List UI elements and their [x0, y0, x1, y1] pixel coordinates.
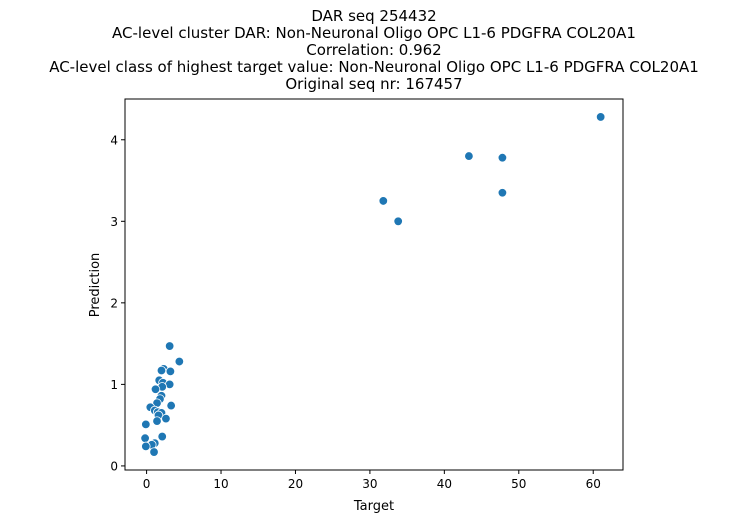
data-point	[464, 151, 474, 161]
data-point	[141, 419, 151, 430]
x-tick-label: 20	[288, 477, 303, 491]
title-line: Correlation: 0.962	[306, 41, 441, 59]
y-tick-label: 2	[110, 296, 118, 310]
data-points	[140, 112, 606, 457]
y-tick-label: 0	[110, 459, 118, 473]
data-point	[164, 341, 175, 351]
title-line: DAR seq 254432	[311, 7, 436, 25]
data-point	[149, 447, 159, 457]
y-axis-ticks: 0 1 2 3 4	[110, 133, 125, 473]
data-point	[378, 196, 389, 206]
title-line: Original seq nr: 167457	[285, 75, 462, 93]
data-point	[152, 416, 162, 426]
data-point	[497, 188, 508, 198]
title-line: AC-level cluster DAR: Non-Neuronal Oligo…	[112, 24, 636, 42]
y-axis-label: Prediction	[88, 253, 103, 318]
x-tick-label: 10	[213, 477, 228, 491]
data-point	[156, 365, 167, 376]
y-tick-label: 4	[110, 133, 118, 147]
data-point	[595, 112, 606, 122]
data-point	[141, 441, 151, 452]
x-axis-label: Target	[353, 499, 394, 514]
data-point	[497, 153, 508, 163]
data-point	[140, 433, 150, 443]
data-point	[174, 356, 185, 367]
x-tick-label: 60	[586, 477, 601, 491]
data-point	[166, 400, 176, 411]
data-point	[157, 431, 167, 442]
y-tick-label: 1	[110, 378, 118, 392]
x-tick-label: 40	[437, 477, 452, 491]
title-line: AC-level class of highest target value: …	[49, 58, 699, 76]
data-point	[161, 413, 171, 424]
x-axis-ticks: 0 10 20 30 40 50 60	[143, 470, 601, 491]
x-tick-label: 50	[511, 477, 526, 491]
y-tick-label: 3	[110, 215, 118, 229]
data-point	[165, 366, 176, 377]
data-point	[150, 384, 161, 394]
plot-area-frame	[124, 98, 624, 471]
data-point	[393, 216, 403, 227]
x-tick-label: 0	[143, 477, 151, 491]
x-tick-label: 30	[362, 477, 377, 491]
